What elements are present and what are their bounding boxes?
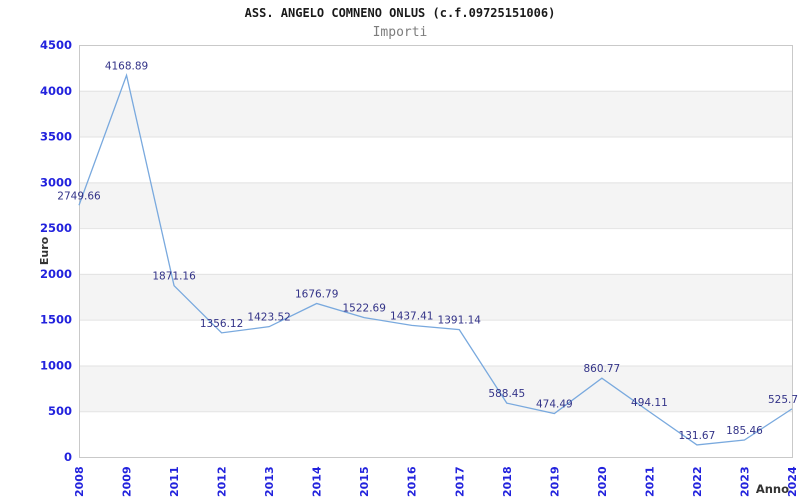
chart-subtitle: Importi (372, 25, 428, 40)
point-label: 1356.12 (200, 318, 243, 330)
plot-band (79, 182, 792, 229)
data-line (78, 73, 793, 446)
x-tick-label: 2016 (406, 466, 419, 497)
plot-border (79, 45, 793, 458)
point-label: 860.77 (583, 363, 620, 375)
y-tick-label: 3500 (40, 130, 72, 144)
point-label: 1437.41 (390, 310, 433, 322)
point-label: 1676.79 (295, 288, 338, 300)
x-tick-label: 2008 (73, 466, 86, 497)
point-label: 1522.69 (342, 303, 385, 315)
y-tick-label: 2500 (40, 221, 72, 235)
x-tick-label: 2015 (358, 466, 371, 497)
point-label: 494.11 (631, 397, 668, 409)
point-label: 474.49 (536, 399, 573, 411)
x-axis-title: Anno (756, 482, 789, 496)
point-label: 2749.66 (57, 190, 101, 202)
x-tick-label: 2019 (548, 466, 561, 497)
point-label: 1871.16 (152, 271, 196, 283)
point-label: 1423.52 (247, 312, 290, 324)
point-label: 185.46 (726, 425, 763, 437)
y-axis-title: Euro (38, 236, 51, 265)
chart-title: ASS. ANGELO COMNENO ONLUS (c.f.097251510… (244, 6, 556, 20)
x-tick-label: 2011 (168, 466, 181, 497)
x-tick-label: 2017 (453, 466, 466, 497)
plot-band (79, 90, 792, 137)
plot-band (79, 365, 792, 412)
x-tick-label: 2014 (311, 466, 324, 497)
x-tick-label: 2023 (738, 466, 751, 497)
x-tick-label: 2013 (263, 466, 276, 497)
point-label: 525.7 (768, 394, 798, 406)
point-label: 588.45 (488, 388, 525, 400)
x-tick-label: 2024 (786, 466, 799, 497)
x-tick-label: 2009 (121, 466, 134, 497)
y-tick-label: 4000 (40, 84, 72, 98)
y-tick-label: 2000 (40, 267, 72, 281)
x-tick-label: 2021 (643, 466, 656, 497)
y-tick-label: 3000 (40, 175, 72, 189)
y-tick-label: 500 (48, 404, 72, 418)
y-tick-label: 1000 (40, 358, 72, 372)
plot-band (79, 273, 792, 320)
x-tick-label: 2022 (691, 466, 704, 497)
point-label: 4168.89 (105, 60, 148, 72)
y-tick-label: 0 (64, 450, 72, 464)
point-label: 131.67 (679, 430, 716, 442)
y-tick-label: 1500 (40, 313, 72, 327)
x-tick-label: 2020 (596, 466, 609, 497)
x-tick-label: 2018 (501, 466, 514, 497)
point-label: 1391.14 (438, 315, 482, 327)
y-tick-label: 4500 (40, 38, 72, 52)
x-tick-label: 2012 (216, 466, 229, 497)
